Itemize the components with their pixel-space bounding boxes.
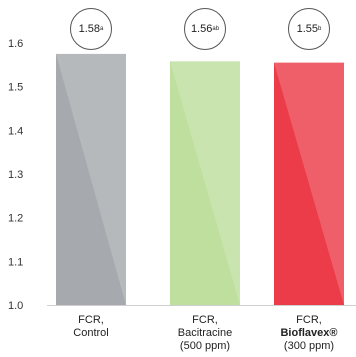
bar-shade <box>170 61 240 306</box>
y-tick-label: 1.6 <box>8 38 23 50</box>
y-tick-label: 1.2 <box>8 213 23 225</box>
y-tick-label: 1.5 <box>8 82 23 94</box>
data-label: 1.55 b <box>288 8 330 50</box>
category-label: FCR, Bioflavex® (300 ppm) <box>280 314 338 352</box>
data-label: 1.56 ab <box>184 8 226 50</box>
bar <box>170 61 240 306</box>
bar-shade <box>274 62 344 306</box>
category-label: FCR, Bacitracine (500 ppm) <box>177 314 233 352</box>
y-tick-label: 1.1 <box>8 256 23 268</box>
y-tick-label: 1.4 <box>8 125 23 137</box>
bar-shade <box>56 53 126 305</box>
y-tick-label: 1.3 <box>8 169 23 181</box>
bar <box>56 53 126 305</box>
category-label: FCR, Control <box>73 314 109 339</box>
y-tick-label: 1.0 <box>8 300 23 312</box>
data-label: 1.58 a <box>70 8 112 50</box>
bar <box>274 62 344 306</box>
